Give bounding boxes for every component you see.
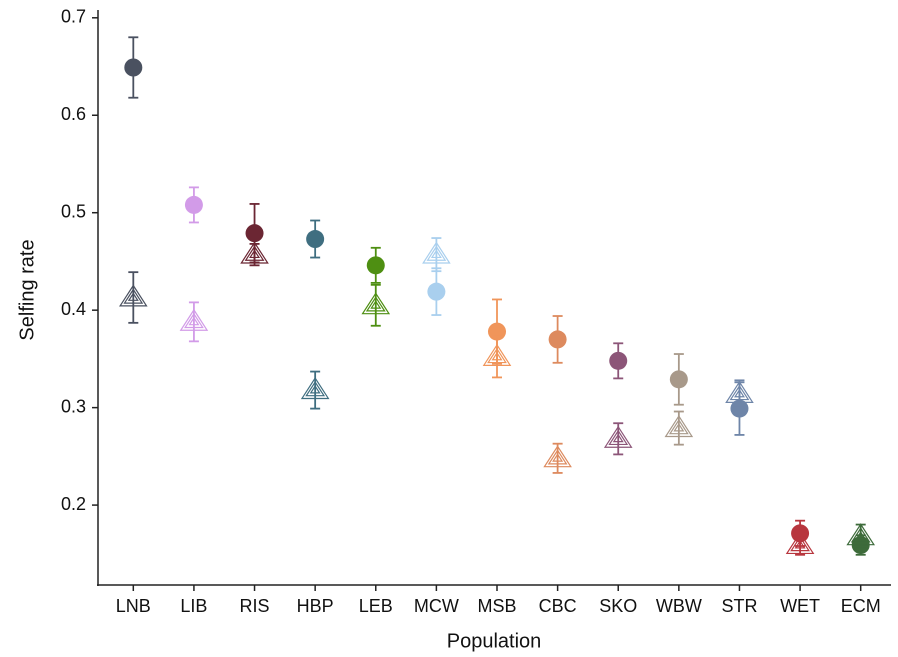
triangle-outline [785,531,815,555]
triangle-outline [300,376,330,400]
triangle-outline [612,433,624,443]
x-tick-label: WET [780,596,820,616]
triangle-outline [244,245,265,261]
triangle-outline [249,249,261,259]
point [366,256,385,275]
point [361,292,391,315]
point [603,425,633,448]
error-bar [128,271,139,324]
y-tick-label: 0.5 [61,201,86,221]
point [785,531,815,555]
point [124,58,143,77]
triangle-outline [127,292,139,301]
triangle-outline [855,531,867,540]
point [548,330,567,349]
triangle-outline [487,347,507,364]
triangle-outline [491,351,503,361]
y-tick-label: 0.2 [61,494,86,514]
error-bar [492,335,502,379]
point [179,308,209,331]
x-tick-label: ECM [841,596,881,616]
triangle-outline [547,449,568,465]
triangle-outline [370,300,382,309]
triangle-outline [733,388,745,398]
x-tick-label: HBP [297,596,334,616]
triangle-outline [850,527,871,543]
triangle-outline [729,384,750,401]
point [725,380,754,403]
x-tick-label: LIB [180,596,207,616]
y-axis-label: Selfing rate [16,239,38,340]
point [482,343,512,366]
error-bar [613,422,624,456]
triangle-outline [668,418,689,435]
triangle-outline [846,523,875,546]
triangle-outline [123,288,144,304]
y-tick-label: 0.4 [61,299,86,319]
point [427,282,446,301]
triangle-outline [119,284,148,307]
y-tick-label: 0.3 [61,396,86,416]
error-bar [370,283,381,327]
triangle-outline [664,414,694,438]
point [300,376,330,400]
point [669,370,688,389]
x-tick-label: LNB [116,596,151,616]
triangle-outline [422,241,451,264]
x-axis-label: Population [447,630,542,652]
triangle-outline [608,429,629,446]
error-bar [188,301,199,343]
triangle-outline [790,535,810,552]
triangle-outline [543,445,572,468]
x-tick-label: WBW [656,596,702,616]
point [543,445,572,468]
point [609,351,628,370]
triangle-outline [188,316,200,326]
triangle-outline [426,245,447,261]
triangle-outline [603,425,633,448]
triangle-outline [725,380,754,403]
x-tick-label: RIS [240,596,270,616]
triangle-outline [309,384,321,394]
x-tick-label: STR [721,596,757,616]
x-tick-label: CBC [539,596,577,616]
x-tick-label: LEB [359,596,393,616]
point [184,195,203,214]
x-tick-label: MCW [414,596,459,616]
triangle-outline [179,308,209,331]
x-tick-label: MSB [477,596,516,616]
triangle-outline [361,292,391,315]
triangle-outline [430,249,442,259]
x-tick-label: SKO [599,596,637,616]
point [306,230,325,249]
point [119,284,148,307]
point [422,241,451,264]
point [245,224,264,243]
point [664,414,694,438]
triangle-outline [365,296,386,312]
y-tick-label: 0.7 [61,7,86,27]
triangle-outline [482,343,512,366]
triangle-outline [240,241,269,264]
error-bar [795,534,806,556]
triangle-outline [305,380,326,397]
error-bar [552,442,563,474]
point [846,523,875,546]
triangle-outline [184,312,204,329]
y-tick-label: 0.6 [61,104,86,124]
triangle-outline [794,539,806,549]
point [240,241,269,264]
triangle-outline [552,453,564,462]
triangle-outline [673,422,685,432]
point [730,399,749,418]
